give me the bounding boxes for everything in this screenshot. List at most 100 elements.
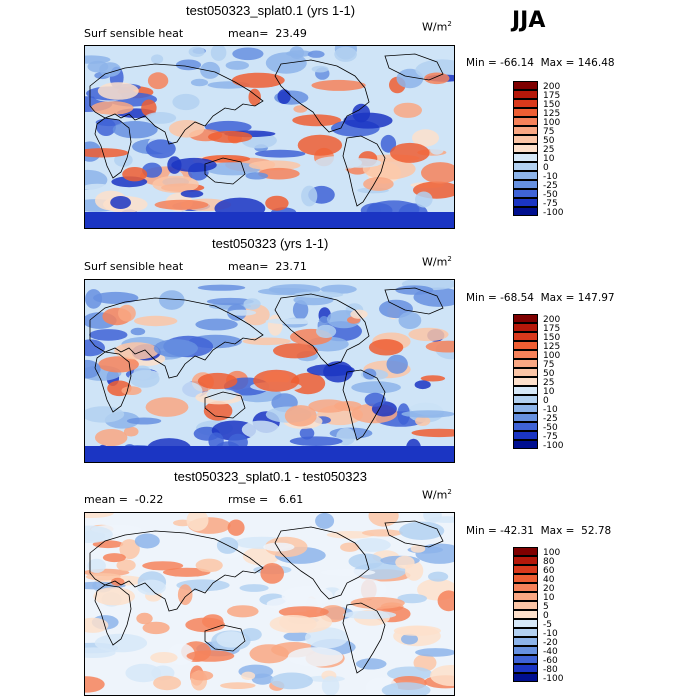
contour-patch [203,401,233,421]
contour-patch [285,50,313,57]
contour-patch [95,429,128,447]
contour-patch [420,375,446,382]
coastline [384,287,444,315]
contour-patch [116,559,136,572]
contour-patch [293,105,308,113]
coastline [274,293,370,367]
contour-patch [267,314,283,336]
contour-patch [311,79,366,91]
contour-patch [311,65,329,73]
contour-patch [110,577,125,586]
contour-patch [197,372,238,390]
contour-patch [398,311,422,329]
contour-patch [85,617,109,633]
contour-patch [241,420,280,439]
colorbar-label: -10 [543,405,558,415]
contour-patch [284,405,317,427]
contour-patch [386,354,408,374]
panel-3-minmax: Min = -42.31 Max = 52.78 [466,525,612,537]
contour-patch [283,631,312,642]
contour-patch [122,167,148,182]
contour-patch [320,284,357,294]
contour-patch [206,297,254,306]
contour-patch [306,364,355,377]
colorbar-label: 0 [543,611,549,621]
contour-patch [112,121,158,139]
contour-patch [241,671,256,680]
contour-patch [430,665,454,686]
panel-1-mean-label: mean= 23.49 [228,27,307,40]
contour-patch [428,571,449,582]
contour-patch [123,426,139,437]
colorbar-label: -10 [543,629,558,639]
contour-patch [424,72,450,85]
contour-patch [153,339,198,358]
contour-patch [232,47,264,61]
panel-2-variable-label: Surf sensible heat [84,260,184,273]
contour-patch [292,114,342,127]
contour-patch [220,682,256,689]
contour-patch [151,54,164,64]
colorbar-swatch [513,135,538,144]
colorbar-label: -5 [543,620,552,630]
contour-patch [289,436,343,446]
coastline [204,624,246,652]
southern-ocean-band [85,212,454,228]
contour-patch [153,675,182,691]
colorbar-swatch [513,198,538,207]
contour-patch [134,315,178,327]
colorbar-swatch [513,81,538,90]
colorbar-label: -100 [543,441,564,451]
contour-patch [396,68,424,89]
colorbar-label: 150 [543,100,561,110]
colorbar-label: -100 [543,674,564,684]
contour-patch [437,590,454,612]
contour-patch [97,82,139,100]
contour-patch [415,416,431,426]
contour-patch [287,647,343,667]
panel-3-rmse-label: rmse = 6.61 [228,493,304,506]
southern-ocean-band [85,446,454,462]
contour-patch [401,410,454,418]
colorbar-swatch [513,162,538,171]
contour-patch [91,101,134,115]
contour-patch [172,381,203,401]
colorbar-swatch [513,440,538,449]
coastline [384,520,444,548]
panel-3-mean-label: mean = -0.22 [84,493,164,506]
contour-patch [147,72,169,90]
contour-patch [321,676,340,695]
contour-patch [395,285,434,295]
panel-2-mean-label: mean= 23.71 [228,260,307,273]
contour-patch [145,397,189,417]
contour-patch [411,428,454,438]
contour-patch [188,46,205,57]
colorbar-label: 125 [543,342,561,352]
contour-patch [85,339,105,357]
contour-patch [399,521,445,540]
contour-patch [410,544,426,553]
colorbar-label: 10 [543,593,555,603]
contour-patch [92,291,139,304]
contour-patch [134,533,160,549]
contour-patch [249,644,289,664]
contour-patch [85,525,113,543]
contour-patch [119,539,140,560]
contour-patch [270,672,313,690]
panel-2-title: test050323 (yrs 1-1) [212,236,329,251]
colorbar-swatch [513,601,538,610]
contour-patch [414,380,431,390]
colorbar-swatch [513,547,538,556]
panel-3-colorbar: 100 80 60 40 20 10 5 0 -5 -10 -20 -40 -60 -80 -100 [513,547,563,684]
contour-patch [421,162,454,184]
colorbar-label: 200 [543,82,561,92]
contour-patch [390,142,430,163]
contour-patch [125,663,162,683]
panel-1-minmax: Min = -66.14 Max = 146.48 [466,57,615,69]
colorbar-swatch [513,180,538,189]
contour-patch [87,558,106,573]
contour-patch [227,605,259,618]
contour-patch [243,298,261,310]
colorbar-label: 100 [543,548,561,558]
colorbar-label: -20 [543,638,558,648]
